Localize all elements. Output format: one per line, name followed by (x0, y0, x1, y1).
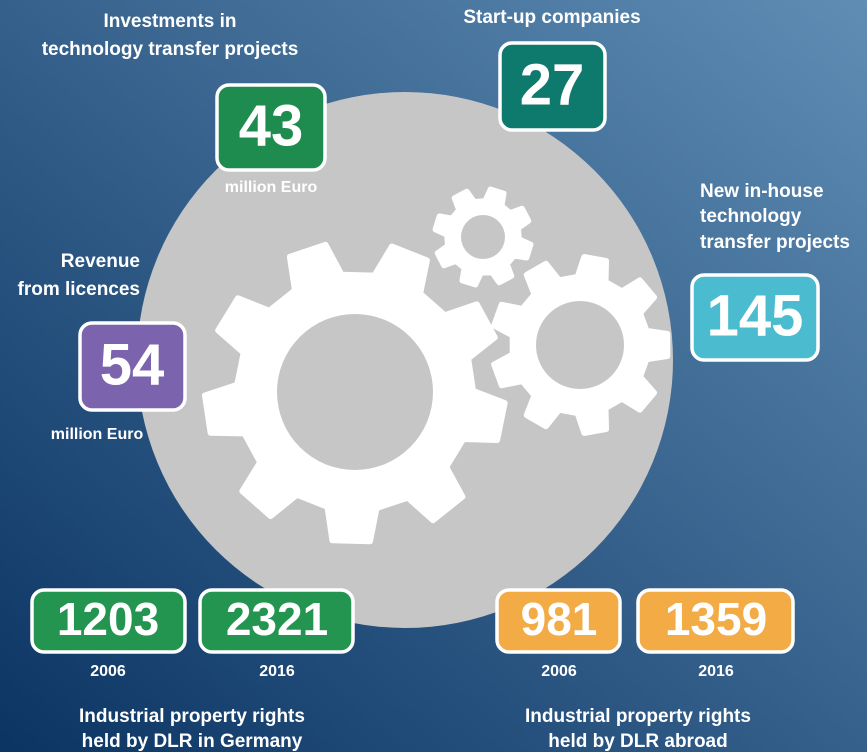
label: New in-house (700, 181, 824, 202)
label: technology (700, 206, 802, 227)
label: held by DLR in Germany (82, 731, 303, 752)
year: 2006 (90, 663, 126, 680)
unit: million Euro (51, 426, 144, 443)
label: Investments in (103, 11, 236, 32)
gears (202, 186, 671, 545)
value-box (636, 588, 795, 654)
value: 1359 (665, 593, 767, 645)
label: Revenue (61, 251, 140, 272)
gear-hole (461, 215, 505, 259)
label: Start-up companies (463, 7, 640, 28)
value: 27 (520, 52, 585, 117)
label: from licences (18, 279, 141, 300)
value: 43 (239, 93, 304, 158)
label: Industrial property rights (79, 706, 305, 727)
value: 1203 (57, 593, 159, 645)
value: 981 (521, 593, 598, 645)
value-box (30, 588, 187, 654)
label: held by DLR abroad (548, 731, 727, 752)
label: Industrial property rights (525, 706, 751, 727)
year: 2016 (259, 663, 295, 680)
year: 2016 (698, 663, 734, 680)
value-box (690, 273, 820, 362)
value-box (78, 321, 187, 412)
value-box (198, 588, 355, 654)
value-box (498, 41, 607, 132)
value: 2321 (226, 593, 328, 645)
value: 54 (100, 332, 165, 397)
year: 2006 (541, 663, 577, 680)
gear-hole (536, 301, 624, 389)
unit: million Euro (225, 179, 318, 196)
label: transfer projects (700, 232, 850, 253)
label: technology transfer projects (42, 39, 299, 60)
value-box (495, 588, 622, 654)
value-box (215, 83, 327, 172)
gear-hole (277, 314, 433, 470)
value: 145 (707, 283, 804, 348)
